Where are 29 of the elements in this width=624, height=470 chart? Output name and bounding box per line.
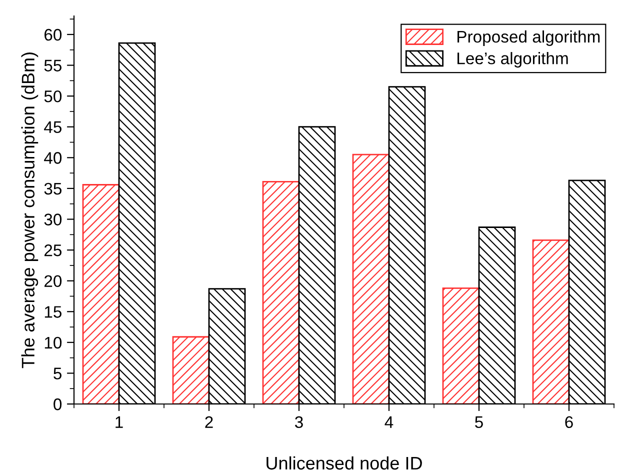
bar [352, 154, 390, 404]
bar [82, 184, 120, 404]
x-tick-label: 4 [384, 416, 394, 428]
legend-label: Proposed algorithm [458, 30, 600, 46]
y-tick-label: 5 [54, 368, 62, 380]
x-tick-label: 6 [565, 416, 573, 428]
y-tick-label: 60 [44, 28, 62, 41]
y-tick-label: 50 [44, 90, 62, 102]
y-tick-label: 45 [44, 121, 62, 134]
bar [262, 180, 300, 404]
y-tick-label: 20 [44, 275, 62, 288]
y-tick-label: 35 [44, 182, 62, 195]
bar [532, 239, 570, 404]
x-tick-label: 1 [116, 416, 123, 428]
y-tick-label: 30 [44, 214, 62, 226]
bar [172, 336, 210, 404]
legend-label: Lee’s algorithm [458, 52, 568, 68]
y-tick-label: 15 [44, 306, 62, 318]
x-tick-label: 2 [205, 416, 213, 428]
x-axis-title: Unlicensed node ID [266, 456, 422, 470]
bar [442, 288, 480, 404]
y-tick-label: 25 [44, 244, 62, 256]
y-tick-label: 0 [54, 398, 62, 410]
x-tick-label: 3 [295, 416, 303, 428]
x-tick-label: 5 [475, 416, 483, 428]
y-tick-label: 40 [44, 152, 62, 164]
y-tick-label: 10 [44, 336, 62, 349]
y-tick-label: 55 [44, 60, 62, 72]
y-axis-title: The average power consumption (dBm) [21, 52, 38, 368]
